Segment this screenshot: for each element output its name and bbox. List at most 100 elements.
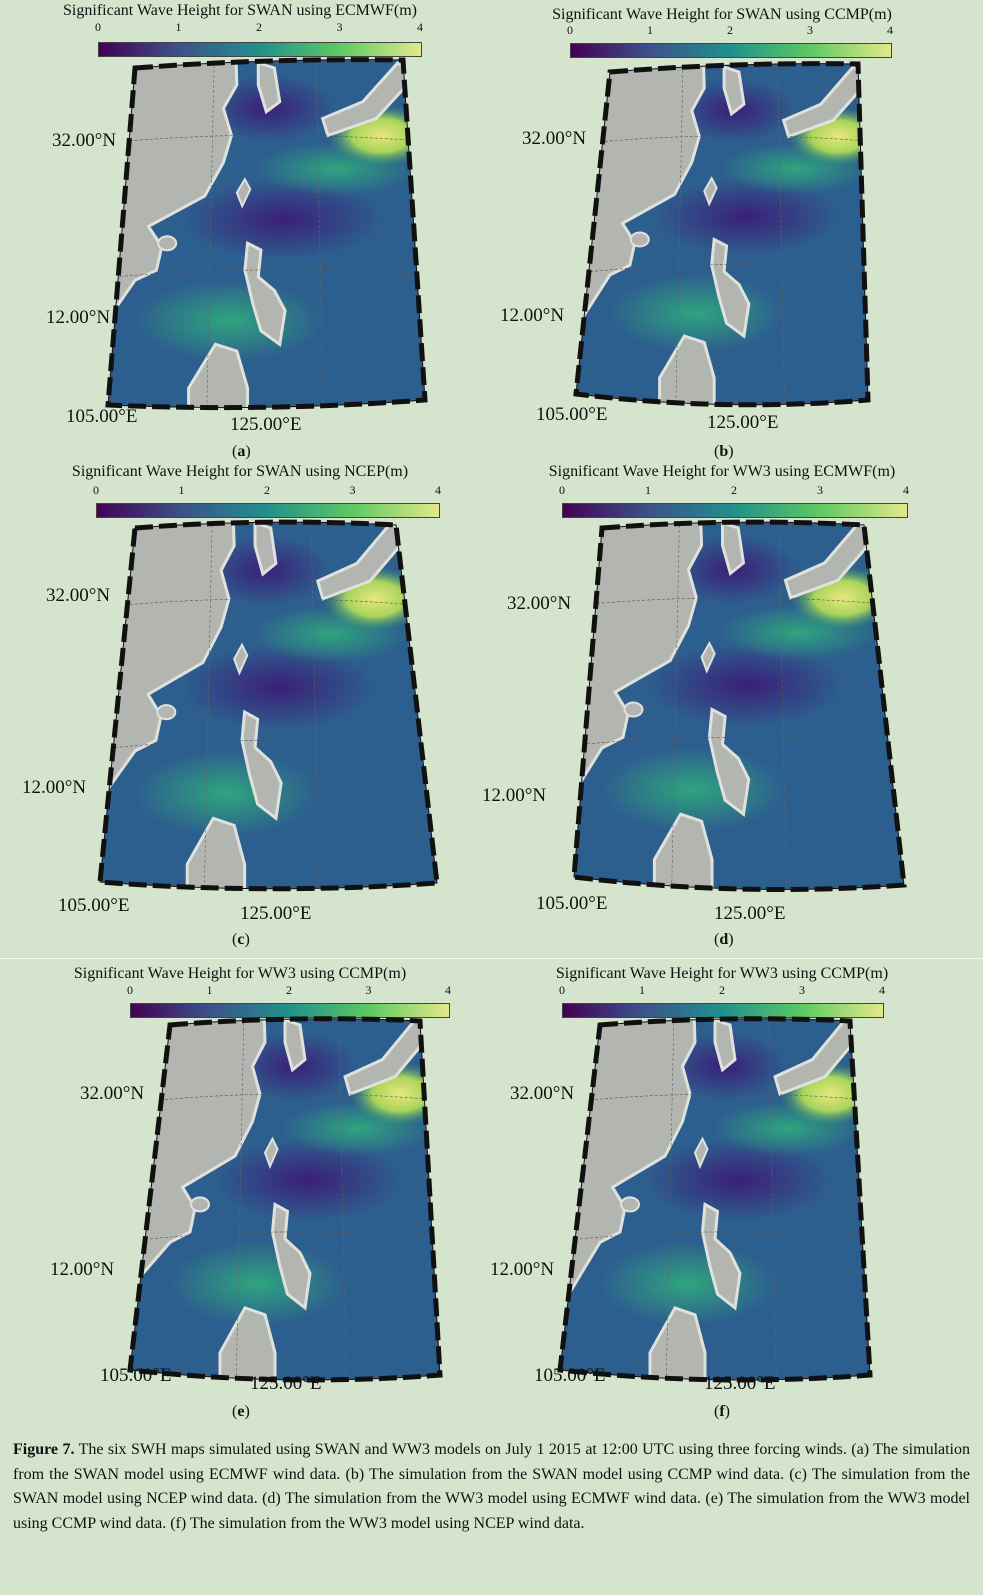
longitude-label: 105.00°E xyxy=(536,404,608,425)
map-panel-e: Significant Wave Height for WW3 using CC… xyxy=(0,963,480,1438)
colorbar-tick-label: 4 xyxy=(879,983,885,997)
colorbar-tick-label: 4 xyxy=(445,983,451,997)
longitude-label: 125.00°E xyxy=(714,903,786,924)
map-panel-b: Significant Wave Height for SWAN using C… xyxy=(482,0,962,475)
panel-letter: (b) xyxy=(714,443,734,460)
colorbar-tick-label: 1 xyxy=(206,983,213,997)
philippines xyxy=(707,707,751,817)
latitude-label: 32.00°N xyxy=(80,1083,145,1104)
colorbar-tick-label: 1 xyxy=(645,483,651,497)
longitude-label: 105.00°E xyxy=(66,406,138,427)
panel-letter-text: c xyxy=(237,931,245,948)
colorbar xyxy=(562,503,908,518)
philippines xyxy=(710,237,751,339)
colorbar-tick-label: 3 xyxy=(799,983,805,997)
colorbar-tick-label: 4 xyxy=(887,23,893,37)
colorbar xyxy=(98,42,422,57)
figure-caption: Figure 7. The six SWH maps simulated usi… xyxy=(13,1438,970,1536)
longitude-label: 125.00°E xyxy=(704,1373,776,1394)
longitude-label: 125.00°E xyxy=(707,412,779,433)
longitude-label: 105.00°E xyxy=(534,1365,606,1386)
panel-title: Significant Wave Height for WW3 using EC… xyxy=(548,463,896,480)
map-panel-a: Significant Wave Height for SWAN using E… xyxy=(0,0,480,475)
philippines xyxy=(700,1201,742,1311)
panel-title: Significant Wave Height for WW3 using CC… xyxy=(555,965,889,982)
colorbar-tick-label: 0 xyxy=(127,983,133,997)
map-panel-c: Significant Wave Height for SWAN using N… xyxy=(0,463,480,948)
swh-map xyxy=(557,1016,873,1383)
caption-label: Figure 7. xyxy=(13,1441,75,1458)
longitude-label: 105.00°E xyxy=(536,893,608,914)
mainland xyxy=(560,1018,697,1380)
panel-letter-text: b xyxy=(719,443,729,460)
latitude-label: 12.00°N xyxy=(500,305,565,326)
latitude-label: 32.00°N xyxy=(507,593,572,614)
colorbar-tick-label: 1 xyxy=(178,483,185,497)
swh-map xyxy=(571,519,907,892)
colorbar-tick-label: 2 xyxy=(719,983,725,997)
map-panel-d: Significant Wave Height for WW3 using EC… xyxy=(482,463,962,948)
colorbar xyxy=(570,43,892,58)
latitude-label: 12.00°N xyxy=(482,785,547,806)
colorbar-tick-label: 4 xyxy=(417,20,423,34)
philippines xyxy=(243,240,287,347)
panel-letter: (c) xyxy=(232,931,250,948)
latitude-label: 12.00°N xyxy=(490,1259,555,1280)
colorbar-tick-label: 3 xyxy=(336,20,343,34)
panel-letter-text: d xyxy=(719,931,729,948)
panel-letter: (d) xyxy=(714,931,734,948)
philippines xyxy=(240,709,283,822)
latitude-label: 12.00°N xyxy=(46,307,111,328)
longitude-label: 125.00°E xyxy=(230,414,302,435)
map-panel-f: Significant Wave Height for WW3 using CC… xyxy=(482,963,962,1438)
colorbar-tick-label: 3 xyxy=(365,983,372,997)
panel-letter: (a) xyxy=(232,443,251,460)
latitude-label: 32.00°N xyxy=(46,585,111,606)
panel-letter-text: a xyxy=(237,443,246,460)
colorbar-tick-label: 4 xyxy=(435,483,441,497)
colorbar xyxy=(96,503,440,518)
colorbar-tick-label: 0 xyxy=(559,983,565,997)
colorbar-tick-label: 0 xyxy=(93,483,99,497)
latitude-label: 32.00°N xyxy=(522,128,587,149)
longitude-label: 105.00°E xyxy=(58,895,130,916)
colorbar-tick-label: 3 xyxy=(817,483,823,497)
swh-map xyxy=(105,57,428,411)
panel-letter: (e) xyxy=(232,1403,250,1420)
colorbar-tick-label: 1 xyxy=(639,983,645,997)
panel-letter: (f) xyxy=(714,1403,730,1420)
colorbar-tick-label: 1 xyxy=(175,20,182,34)
colorbar-tick-label: 0 xyxy=(559,483,565,497)
latitude-label: 32.00°N xyxy=(510,1083,575,1104)
colorbar-tick-label: 2 xyxy=(727,23,733,37)
colorbar-tick-label: 0 xyxy=(95,20,101,34)
colorbar-tick-label: 2 xyxy=(256,20,262,34)
panel-title: Significant Wave Height for SWAN using N… xyxy=(71,463,409,480)
colorbar-tick-label: 3 xyxy=(349,483,356,497)
colorbar-tick-label: 3 xyxy=(807,23,813,37)
latitude-label: 32.00°N xyxy=(52,130,117,151)
latitude-label: 12.00°N xyxy=(50,1259,115,1280)
colorbar-tick-label: 0 xyxy=(567,23,573,37)
philippines xyxy=(270,1201,312,1311)
mainland xyxy=(574,522,704,890)
colorbar-tick-label: 2 xyxy=(731,483,737,497)
longitude-label: 125.00°E xyxy=(250,1373,322,1394)
swh-map xyxy=(127,1016,443,1383)
panel-letter-text: e xyxy=(237,1403,245,1420)
panel-letter-text: f xyxy=(719,1403,725,1420)
colorbar-tick-label: 2 xyxy=(264,483,270,497)
latitude-label: 12.00°N xyxy=(22,777,87,798)
row-divider xyxy=(0,958,983,959)
colorbar-tick-label: 4 xyxy=(903,483,909,497)
panel-title: Significant Wave Height for WW3 using CC… xyxy=(73,965,407,982)
longitude-label: 125.00°E xyxy=(240,903,312,924)
panel-title: Significant Wave Height for SWAN using E… xyxy=(63,2,417,19)
longitude-label: 105.00°E xyxy=(100,1365,172,1386)
swh-map xyxy=(573,61,871,408)
colorbar-tick-label: 2 xyxy=(286,983,292,997)
colorbar-tick-label: 1 xyxy=(647,23,653,37)
caption-text: The six SWH maps simulated using SWAN an… xyxy=(13,1441,971,1532)
swh-map xyxy=(97,519,440,892)
panel-title: Significant Wave Height for SWAN using C… xyxy=(552,6,892,23)
